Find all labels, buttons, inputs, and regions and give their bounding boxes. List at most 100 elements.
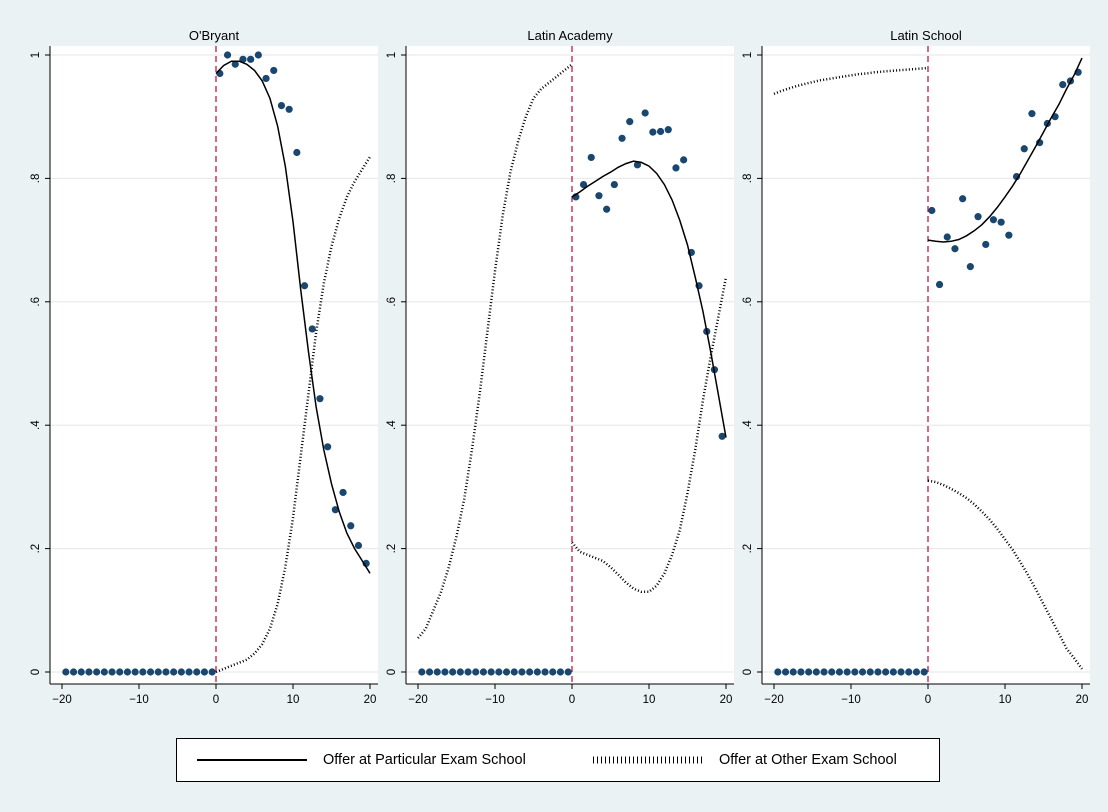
- panel-title: O'Bryant: [189, 28, 240, 43]
- legend-item-other: Offer at Other Exam School: [593, 739, 897, 781]
- data-point: [208, 668, 216, 676]
- y-tick-label: 0: [30, 669, 42, 675]
- data-point: [541, 668, 549, 676]
- data-point: [835, 668, 844, 676]
- data-point: [77, 668, 85, 676]
- x-tick-label: 0: [213, 694, 219, 706]
- panel-1: 0 .2 .4 .6 .8 1 −20 −10 0 10 20 O'Bryant: [30, 28, 378, 706]
- data-point: [472, 668, 480, 676]
- data-point: [828, 668, 836, 676]
- data-point: [223, 51, 232, 59]
- data-point: [146, 668, 155, 676]
- data-point: [162, 668, 170, 676]
- data-point: [595, 192, 603, 200]
- x-tick-label: 0: [925, 694, 931, 706]
- data-point: [564, 668, 572, 676]
- y-tick-label: 0: [742, 669, 754, 675]
- data-point: [549, 668, 557, 676]
- x-tick-label: −20: [408, 694, 428, 706]
- data-point: [1005, 231, 1013, 239]
- data-point: [510, 668, 518, 676]
- data-point: [285, 105, 293, 113]
- data-point: [425, 668, 434, 676]
- data-point: [433, 668, 441, 676]
- data-point: [928, 206, 936, 215]
- data-point: [579, 180, 588, 189]
- x-tick-label: −20: [52, 694, 72, 706]
- data-point: [185, 668, 193, 676]
- data-point: [108, 668, 116, 676]
- data-point: [487, 668, 495, 676]
- data-point: [262, 74, 270, 83]
- data-point: [139, 668, 147, 676]
- data-point: [464, 668, 472, 676]
- legend-dotted-line-swatch: [593, 756, 703, 764]
- data-point: [610, 180, 618, 189]
- data-point: [308, 325, 316, 333]
- panel-2: 0 .2 .4 .6 .8 1 −20 −10 0 10 20 Latin Academy: [386, 28, 734, 706]
- data-point: [526, 668, 534, 676]
- data-point: [293, 148, 301, 157]
- data-point: [989, 216, 998, 224]
- panel-3: 0 .2 .4 .6 .8 1 −20 −10 0 10 20 Latin School: [742, 28, 1090, 706]
- data-point: [959, 195, 967, 203]
- plot-area: [406, 46, 734, 684]
- series-line-particular: [571, 160, 727, 438]
- data-point: [62, 668, 70, 676]
- data-point: [254, 51, 262, 59]
- data-point: [820, 668, 828, 676]
- data-point: [889, 668, 897, 676]
- data-point: [324, 443, 332, 451]
- x-tick-label: 20: [1076, 694, 1089, 706]
- legend-label-other: Offer at Other Exam School: [719, 752, 897, 768]
- data-point: [997, 218, 1005, 226]
- panel-title: Latin Academy: [527, 28, 613, 43]
- data-point: [533, 668, 541, 676]
- data-point: [603, 205, 611, 213]
- series-line-other: [927, 479, 1084, 670]
- y-tick-label: .4: [742, 420, 754, 430]
- y-tick-label: 0: [386, 669, 398, 675]
- data-point: [1020, 145, 1028, 153]
- data-point: [866, 668, 874, 676]
- legend: Offer at Particular Exam School Offer at…: [176, 738, 940, 782]
- series-line-other: [215, 156, 372, 674]
- data-point: [774, 668, 782, 676]
- plot-area: [50, 46, 378, 684]
- data-point: [502, 668, 511, 676]
- data-point: [843, 668, 851, 676]
- plot-area: [762, 46, 1090, 684]
- data-point: [354, 541, 363, 550]
- data-point: [479, 668, 488, 676]
- data-point: [1012, 172, 1021, 181]
- data-point: [239, 55, 247, 63]
- data-point: [231, 60, 239, 68]
- data-point: [69, 668, 78, 676]
- series-line-particular: [927, 57, 1083, 243]
- data-point: [100, 668, 108, 676]
- data-point: [858, 668, 867, 676]
- data-point: [93, 668, 101, 676]
- data-point: [718, 432, 726, 440]
- data-point: [649, 128, 657, 136]
- data-point: [912, 668, 921, 676]
- data-point: [897, 668, 905, 676]
- data-point: [943, 233, 951, 241]
- y-tick-label: .2: [742, 544, 754, 554]
- data-point: [951, 245, 959, 253]
- x-tick-label: 20: [720, 694, 733, 706]
- data-point: [680, 156, 688, 164]
- y-tick-label: .4: [30, 420, 42, 430]
- data-point: [587, 153, 595, 162]
- data-point: [247, 55, 255, 63]
- data-point: [441, 668, 449, 676]
- x-tick-label: 10: [643, 694, 656, 706]
- data-point: [193, 668, 201, 676]
- data-point: [656, 127, 665, 136]
- data-point: [170, 668, 178, 676]
- x-tick-label: −10: [485, 694, 505, 706]
- x-tick-label: 20: [364, 694, 377, 706]
- data-point: [664, 126, 672, 134]
- data-point: [270, 66, 278, 75]
- data-point: [556, 668, 565, 676]
